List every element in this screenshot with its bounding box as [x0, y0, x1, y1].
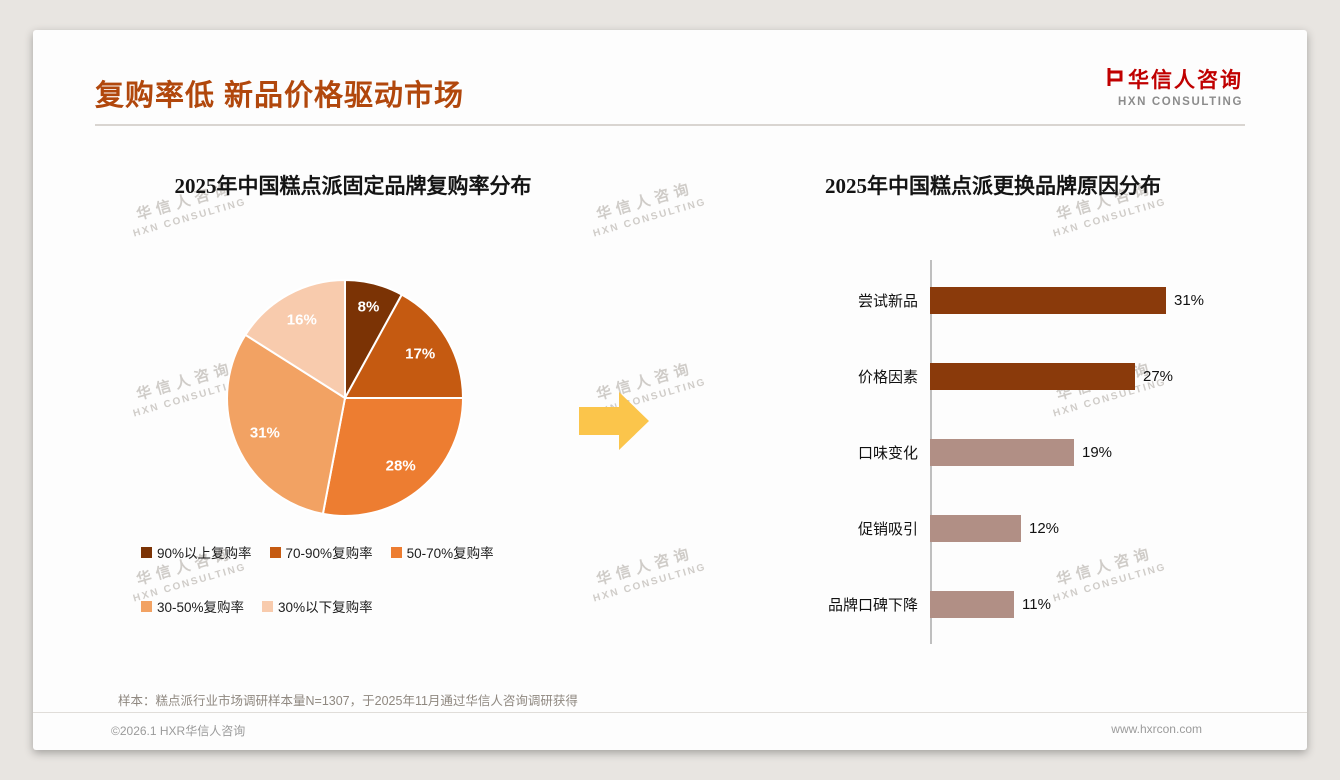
bar [930, 590, 1014, 618]
bar-row: 品牌口碑下降 11% [773, 566, 1273, 642]
bar-value-label: 19% [1082, 443, 1113, 461]
bar [930, 438, 1074, 466]
legend-swatch [269, 546, 281, 558]
bar [930, 514, 1021, 542]
bar-value-label: 27% [1143, 367, 1174, 385]
brand-logo: 华信人咨询 HXN CONSULTING [1106, 64, 1243, 108]
legend-label: 70-90%复购率 [285, 546, 373, 561]
pie-slice-2 [321, 397, 465, 517]
legend-item: 50-70%复购率 [390, 542, 494, 562]
bar-track: 11% [930, 566, 1051, 642]
legend-item: 30-50%复购率 [141, 596, 244, 616]
legend-swatch [390, 546, 402, 558]
legend-label: 90%以上复购率 [157, 546, 252, 561]
sample-note: 样本：糕点派行业市场调研样本量N=1307，于2025年11月通过华信人咨询调研… [118, 694, 578, 708]
bar-category-label: 品牌口碑下降 [827, 596, 918, 614]
legend-item: 70-90%复购率 [269, 542, 373, 562]
bar-category-label: 口味变化 [857, 444, 918, 462]
bar-category-label: 尝试新品 [857, 292, 918, 310]
legend-swatch [141, 600, 152, 612]
bar-value-label: 11% [1022, 595, 1051, 613]
pie-chart: 8% 17% 28% 31% 16% [226, 278, 465, 517]
slide-card: 华信人咨询 HXN CONSULTING 华信人咨询 HXN CONSULTING 华信… [33, 30, 1307, 750]
logo-row: 华信人咨询 [1106, 64, 1243, 94]
logo-icon [1106, 67, 1123, 92]
bar-track: 27% [930, 338, 1173, 414]
logo-subtitle: HXN CONSULTING [1117, 96, 1243, 108]
pie-slice-label: 16% [287, 311, 317, 328]
page-title: 复购率低 新品价格驱动市场 [95, 80, 465, 112]
footer-website: www.hxrcon.com [1111, 722, 1202, 736]
bar-value-label: 31% [1174, 291, 1205, 309]
bar [930, 286, 1166, 314]
bar-row: 尝试新品 31% [773, 262, 1273, 338]
logo-name: 华信人咨询 [1128, 69, 1243, 92]
footer-divider [33, 712, 1307, 713]
legend-row: 90%以上复购率 70-90%复购率 50-70%复购率 [141, 542, 621, 562]
pie-slice-label: 31% [250, 425, 280, 442]
pie-legend: 90%以上复购率 70-90%复购率 50-70%复购率 30-50%复购率 30%以下… [141, 542, 621, 650]
bar-category-label: 价格因素 [857, 368, 918, 386]
pie-slice-label: 28% [386, 457, 416, 474]
legend-row: 30-50%复购率 30%以下复购率 [141, 596, 621, 616]
header-divider [95, 124, 1245, 126]
legend-label: 30%以下复购率 [278, 600, 373, 615]
bar-track: 19% [930, 414, 1112, 490]
footer-copyright: ©2026.1 HXR华信人咨询 [111, 724, 246, 738]
bar-chart: 尝试新品 31% 价格因素 27% 口味变化 19% 促销吸引 12% 品牌口碑下降 11% [773, 260, 1273, 644]
pie-slice-label: 8% [358, 299, 380, 316]
bar-track: 12% [930, 490, 1059, 566]
bar-row: 价格因素 27% [773, 338, 1273, 414]
pie-slice-1 [343, 293, 465, 399]
bar-row: 口味变化 19% [773, 414, 1273, 490]
legend-item: 30%以下复购率 [262, 596, 373, 616]
bar-row: 促销吸引 12% [773, 490, 1273, 566]
bar-chart-title: 2025年中国糕点派更换品牌原因分布 [825, 174, 1161, 198]
legend-swatch [141, 546, 152, 558]
arrow-icon [579, 392, 649, 450]
bar-track: 31% [930, 262, 1204, 338]
legend-item: 90%以上复购率 [141, 542, 252, 562]
bar [930, 362, 1135, 390]
pie-slice-4 [244, 278, 346, 400]
bar-category-label: 促销吸引 [857, 520, 918, 538]
legend-swatch [262, 600, 274, 612]
legend-label: 50-70%复购率 [406, 546, 494, 561]
pie-slice-label: 17% [405, 346, 435, 363]
bar-value-label: 12% [1029, 519, 1060, 537]
pie-chart-title: 2025年中国糕点派固定品牌复购率分布 [174, 174, 532, 198]
legend-label: 30-50%复购率 [157, 600, 245, 615]
